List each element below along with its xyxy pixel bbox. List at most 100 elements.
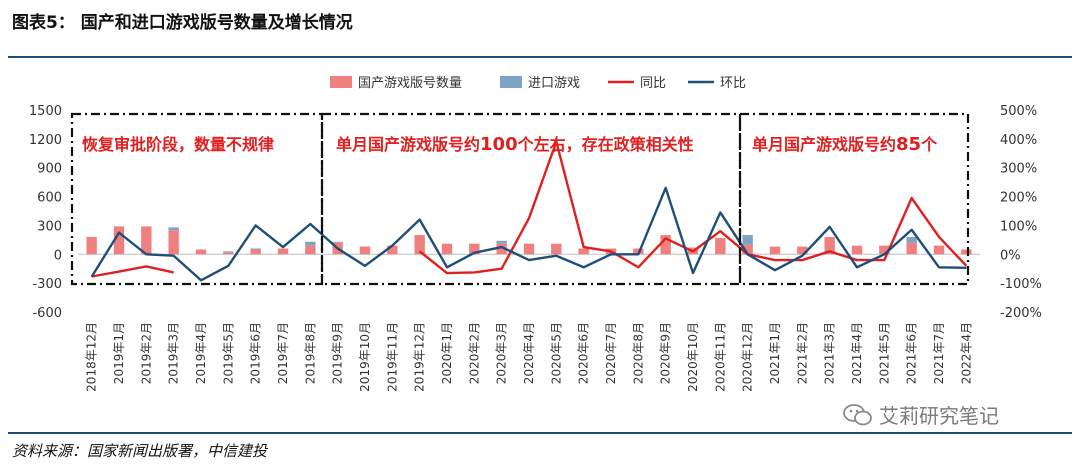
x-tick-label: 2019年10月 bbox=[358, 322, 372, 392]
bar-imported bbox=[742, 235, 753, 245]
bar-domestic bbox=[387, 245, 398, 255]
bar-domestic bbox=[906, 242, 917, 255]
x-tick-label: 2019年4月 bbox=[194, 322, 208, 384]
x-tick-label: 2021年7月 bbox=[932, 322, 946, 384]
bar-domestic bbox=[168, 230, 179, 255]
x-tick-label: 2019年6月 bbox=[249, 322, 263, 384]
bar-imported bbox=[168, 227, 179, 231]
annotation-box bbox=[70, 112, 324, 286]
x-tick-label: 2019年2月 bbox=[139, 322, 153, 384]
y-right-tick-label: 200% bbox=[1000, 191, 1037, 206]
bar-domestic bbox=[195, 249, 207, 255]
bar-domestic bbox=[578, 248, 589, 255]
bar-domestic bbox=[414, 235, 425, 255]
legend-label: 国产游戏版号数量 bbox=[358, 76, 462, 91]
y-left-tick-label: 900 bbox=[37, 162, 62, 177]
source-note: 资料来源：国家新闻出版署，中信建投 bbox=[12, 442, 268, 460]
y-right-tick-label: -100% bbox=[1000, 277, 1042, 292]
figure-title: 图表5： 国产和进口游戏版号数量及增长情况 bbox=[12, 13, 353, 33]
x-tick-label: 2020年4月 bbox=[522, 322, 536, 384]
x-tick-label: 2020年2月 bbox=[467, 322, 481, 384]
bar-domestic bbox=[715, 237, 726, 255]
annotation-text: 单月国产游戏版号约85个 bbox=[752, 134, 938, 155]
bar-domestic bbox=[250, 249, 261, 255]
bar-domestic bbox=[742, 244, 753, 255]
x-tick-label: 2022年4月 bbox=[959, 322, 973, 384]
x-tick-label: 2020年11月 bbox=[713, 322, 727, 392]
x-tick-label: 2019年8月 bbox=[303, 322, 317, 384]
x-tick-label: 2020年8月 bbox=[631, 322, 645, 384]
y-left-tick-label: -300 bbox=[32, 277, 62, 292]
bar-imported bbox=[250, 248, 261, 250]
x-tick-label: 2021年6月 bbox=[905, 322, 919, 384]
bottom-rule bbox=[8, 432, 1072, 434]
bar-domestic bbox=[933, 245, 945, 255]
bar-imported bbox=[305, 241, 316, 246]
x-tick-label: 2020年10月 bbox=[686, 322, 700, 392]
x-tick-label: 2021年1月 bbox=[768, 322, 782, 384]
bar-domestic bbox=[551, 243, 562, 255]
bar-domestic bbox=[879, 245, 890, 255]
y-right-tick-label: 500% bbox=[1000, 104, 1037, 119]
y-right-tick-label: 300% bbox=[1000, 162, 1037, 177]
x-tick-label: 2020年3月 bbox=[495, 322, 509, 384]
x-tick-label: 2019年5月 bbox=[221, 322, 235, 384]
bar-imported bbox=[332, 241, 343, 243]
bar-domestic bbox=[769, 246, 781, 255]
legend-label: 同比 bbox=[640, 76, 666, 91]
bar-domestic bbox=[469, 243, 480, 255]
y-left-tick-label: 1200 bbox=[29, 133, 62, 148]
y-left-tick-label: -600 bbox=[32, 306, 62, 321]
x-tick-label: 2020年5月 bbox=[549, 322, 563, 384]
x-tick-label: 2019年1月 bbox=[112, 322, 126, 384]
bar-domestic bbox=[496, 243, 507, 255]
y-left-tick-label: 1500 bbox=[29, 104, 62, 119]
y-right-tick-label: -200% bbox=[1000, 306, 1042, 321]
x-tick-label: 2020年7月 bbox=[604, 322, 618, 384]
legend-label: 进口游戏 bbox=[528, 76, 580, 91]
bar-domestic bbox=[223, 252, 234, 255]
line-mom bbox=[90, 186, 967, 282]
watermark-text: 艾莉研究笔记 bbox=[879, 404, 999, 428]
bar-imported bbox=[223, 251, 234, 253]
line-yoy bbox=[91, 265, 174, 278]
x-tick-label: 2020年12月 bbox=[741, 322, 755, 392]
bar-domestic bbox=[851, 245, 863, 255]
x-tick-label: 2020年6月 bbox=[577, 322, 591, 384]
bar-imported bbox=[906, 236, 917, 243]
bar-domestic bbox=[660, 235, 671, 255]
x-tick-label: 2019年9月 bbox=[331, 322, 345, 384]
y-right-tick-label: 100% bbox=[1000, 219, 1037, 234]
x-tick-label: 2021年2月 bbox=[795, 322, 809, 384]
bar-domestic bbox=[523, 243, 535, 255]
bar-domestic bbox=[305, 245, 316, 255]
annotation-text: 单月国产游戏版号约100个左右，存在政策相关性 bbox=[336, 134, 694, 155]
x-tick-label: 2019年12月 bbox=[413, 322, 427, 392]
x-tick-label: 2019年7月 bbox=[276, 322, 290, 384]
legend-swatch bbox=[500, 76, 522, 88]
bar-domestic bbox=[797, 246, 808, 255]
x-tick-label: 2018年12月 bbox=[85, 322, 99, 392]
x-tick-label: 2019年11月 bbox=[385, 322, 399, 392]
annotation-box bbox=[738, 112, 970, 286]
bar-domestic bbox=[113, 226, 125, 255]
y-right-tick-label: 400% bbox=[1000, 133, 1037, 148]
bar-domestic bbox=[824, 236, 835, 255]
bar-imported bbox=[496, 240, 507, 244]
y-left-tick-label: 300 bbox=[37, 219, 62, 234]
legend-label: 环比 bbox=[720, 76, 746, 91]
watermark: 艾莉研究笔记 bbox=[843, 400, 999, 429]
x-tick-label: 2019年3月 bbox=[167, 322, 181, 384]
bar-domestic bbox=[277, 248, 289, 255]
top-rule bbox=[8, 56, 1072, 58]
bar-domestic bbox=[359, 246, 371, 255]
y-left-tick-label: 600 bbox=[37, 191, 62, 206]
y-left-tick-label: 0 bbox=[54, 248, 62, 263]
bar-domestic bbox=[441, 243, 453, 255]
bar-domestic bbox=[961, 249, 972, 255]
legend-swatch bbox=[330, 76, 352, 88]
x-tick-label: 2021年4月 bbox=[850, 322, 864, 384]
x-tick-label: 2021年5月 bbox=[877, 322, 891, 384]
x-tick-label: 2021年3月 bbox=[823, 322, 837, 384]
